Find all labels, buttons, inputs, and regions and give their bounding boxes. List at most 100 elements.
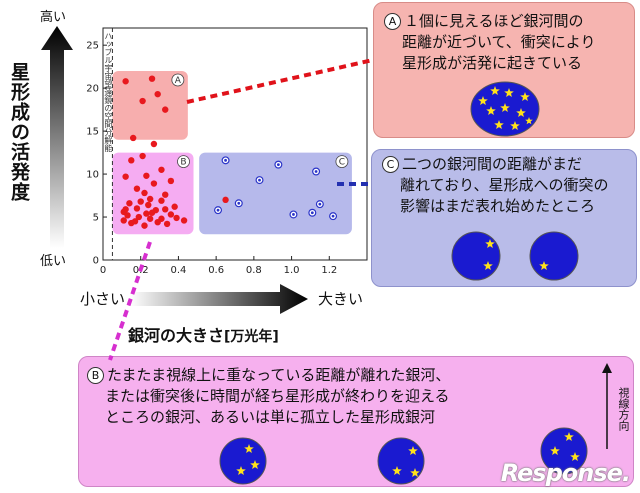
star-icon xyxy=(500,103,510,112)
callout-b: B たまたま視線上に重なっている距離が離れた銀河、 または衝突後に時間が経ち星形成… xyxy=(78,356,634,487)
data-point-red xyxy=(173,214,180,222)
data-point-blue-core xyxy=(318,202,322,206)
y-low-label: 低い xyxy=(40,254,67,269)
star-icon xyxy=(494,120,504,129)
region-marker-a xyxy=(171,73,185,87)
data-point-blue-core xyxy=(237,201,241,205)
data-point-red xyxy=(222,196,229,204)
star-icon xyxy=(408,446,418,455)
region-marker-c xyxy=(335,155,349,168)
data-point-red xyxy=(143,210,150,217)
data-point-red xyxy=(128,157,135,164)
callout-c: C 二つの銀河間の距離がまだ 離れており、星形成への衝突の 影響はまだ表れ始めたと… xyxy=(371,149,637,287)
data-point-red xyxy=(122,173,129,180)
callout-b-line2: または衝突後に時間が経ち星形成が終わりを迎える xyxy=(105,387,450,405)
callout-a-line1: A １個に見えるほど銀河間の xyxy=(384,11,584,32)
data-point-red xyxy=(171,203,178,210)
data-point-red xyxy=(180,217,188,224)
x-axis-unit: [万光年] xyxy=(224,329,279,345)
star-icon xyxy=(504,88,514,97)
data-point-red xyxy=(143,172,150,179)
x-right-arrow-icon xyxy=(130,284,308,314)
callout-b-marker: B xyxy=(87,367,104,384)
x-tick-label: 0 xyxy=(100,265,106,276)
callout-a-line2: 距離が近づいて、衝突により xyxy=(402,33,596,51)
y-tick-label: 5 xyxy=(93,213,99,224)
data-point-red xyxy=(137,198,144,205)
galaxy-merged-icon xyxy=(470,81,540,137)
region-label-b: B xyxy=(180,158,186,168)
x-tick-label: 1.2 xyxy=(321,265,337,276)
data-point-blue-core xyxy=(216,208,220,212)
data-point-red xyxy=(124,212,131,219)
y-tick-label: 10 xyxy=(86,170,99,181)
data-point-red xyxy=(133,205,141,212)
data-point-red xyxy=(146,215,154,222)
star-icon xyxy=(410,468,420,477)
data-point-red xyxy=(167,177,175,185)
galaxy-b1-icon xyxy=(219,437,267,485)
callout-c-line1: C 二つの銀河間の距離がまだ xyxy=(382,154,582,175)
data-point-red xyxy=(154,90,161,98)
data-point-blue-core xyxy=(258,178,261,182)
y-tick-label: 25 xyxy=(86,41,99,52)
data-point-red xyxy=(158,197,165,204)
data-point-red xyxy=(162,191,169,198)
star-icon xyxy=(485,239,495,248)
star-icon xyxy=(392,466,402,475)
sightline-label: 視線方向 xyxy=(617,387,630,431)
star-icon xyxy=(244,444,254,453)
callout-b-line1: B たまたま視線上に重なっている距離が離れた銀河、 xyxy=(87,365,450,386)
star-icon xyxy=(478,96,488,105)
callout-a: A １個に見えるほど銀河間の 距離が近づいて、衝突により 星形成が活発に起きている xyxy=(373,2,635,138)
data-point-red xyxy=(167,211,175,218)
region-label-a: A xyxy=(175,76,182,86)
data-point-red xyxy=(131,218,139,225)
callout-b-line3: ところの銀河、あるいは単に孤立した星形成銀河 xyxy=(105,408,436,426)
data-point-red xyxy=(139,97,146,105)
y-high-label: 高い xyxy=(40,10,67,25)
star-icon xyxy=(483,261,493,270)
region-label-c: C xyxy=(339,158,345,168)
star-icon xyxy=(564,432,574,441)
callout-c-marker: C xyxy=(382,156,399,173)
data-point-blue-core xyxy=(224,158,227,162)
galaxy-b2-icon xyxy=(377,437,425,485)
region-a xyxy=(112,70,188,140)
star-icon xyxy=(550,446,560,455)
data-point-red xyxy=(150,180,158,187)
y-tick-label: 0 xyxy=(93,256,99,267)
data-point-red xyxy=(133,185,141,192)
data-point-red xyxy=(163,220,171,228)
data-point-red xyxy=(148,209,156,216)
data-point-red xyxy=(129,134,137,142)
data-point-red xyxy=(148,75,156,82)
data-point-red xyxy=(141,189,148,197)
x-tick-label: 0.8 xyxy=(246,265,262,276)
callout-a-line3: 星形成が活発に起きている xyxy=(402,54,583,72)
watermark-logo: Response. xyxy=(500,459,631,487)
data-point-red xyxy=(139,152,146,160)
region-marker-b xyxy=(177,155,190,168)
star-icon xyxy=(510,121,520,130)
x-large-label: 大きい xyxy=(318,290,364,308)
data-point-red xyxy=(150,140,158,148)
x-tick-label: 1.0 xyxy=(284,265,300,276)
y-up-arrow-icon xyxy=(41,26,73,248)
callout-a-marker: A xyxy=(384,13,401,30)
callout-c-line3: 影響はまだ表れ始めたところ xyxy=(400,197,596,215)
data-point-red xyxy=(162,206,169,213)
star-icon xyxy=(486,106,496,115)
data-point-red xyxy=(141,222,148,229)
data-point-red xyxy=(120,217,127,224)
callout-c-line1-text: 二つの銀河間の距離がまだ xyxy=(402,155,583,173)
data-point-blue-core xyxy=(310,211,314,215)
x-small-label: 小さい xyxy=(80,290,126,308)
sightline-arrow-icon xyxy=(602,363,612,449)
data-point-red xyxy=(135,213,143,221)
data-point-blue-core xyxy=(292,213,295,216)
star-icon xyxy=(525,117,533,125)
star-icon xyxy=(236,466,246,475)
data-point-blue-core xyxy=(276,163,280,167)
scatter-chart: ABC00.20.40.60.81.01.20510152025ハッブル宇宙望遠… xyxy=(86,27,368,276)
